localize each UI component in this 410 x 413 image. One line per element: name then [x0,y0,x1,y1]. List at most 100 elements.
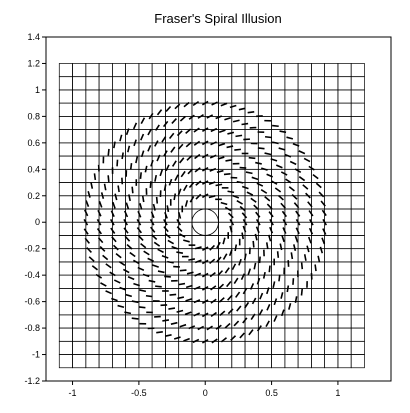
pattern-cell [337,155,352,170]
spiral-dash [218,297,225,303]
spiral-dash [295,210,301,217]
spiral-dash [256,182,264,187]
spiral-dash [234,148,241,151]
pattern-cell [324,274,339,289]
pattern-cell [324,63,339,78]
spiral-dash [201,338,209,344]
pattern-cell [337,248,352,263]
spiral-dash [123,210,129,218]
pattern-cell [72,129,87,144]
spiral-dash [300,262,304,270]
spiral-dash [96,228,103,235]
spiral-dash [290,252,294,260]
pattern-cell [311,248,326,263]
spiral-dash [308,227,314,235]
spiral-dash [232,194,240,199]
pattern-cell [337,195,352,210]
spiral-dash [227,294,233,301]
pattern-cell [297,182,312,197]
spiral-dash [184,311,192,316]
spiral-dash [238,258,242,266]
spiral-dash [280,202,286,209]
pattern-cell [311,235,326,250]
pattern-cell [85,340,100,355]
spiral-dash [168,132,175,139]
pattern-cell [337,116,352,130]
spiral-dash [306,245,310,253]
spiral-dash [226,145,234,149]
concentric-circles [83,100,328,344]
pattern-cell [311,354,326,369]
spiral-dash [159,169,164,177]
pattern-cell [244,314,259,329]
spiral-dash [128,194,131,202]
spiral-dash [150,211,155,219]
spiral-dash [246,191,254,196]
pattern-cell [218,354,233,369]
pattern-cell [85,182,100,197]
pattern-cell [311,261,326,276]
x-tick-label: 0 [203,388,208,398]
spiral-dash [183,239,190,243]
pattern-cell [324,288,339,302]
pattern-cell [337,208,352,223]
pattern-cell [58,301,73,316]
spiral-dash [113,141,116,149]
spiral-dash [138,306,146,309]
spiral-dash [187,168,194,175]
pattern-cell [324,89,339,104]
spiral-dash [133,282,140,287]
pattern-cell [85,288,100,302]
pattern-cell [271,288,286,302]
spiral-dash [193,312,201,317]
spiral-dash [148,112,154,120]
pattern-cell [58,89,73,104]
spiral-dash [224,116,231,121]
spiral-dash [178,233,186,238]
spiral-dash [121,152,124,160]
pattern-cell [257,63,272,78]
spiral-dash [224,267,230,274]
spiral-dash [247,268,252,276]
pattern-cell [244,168,259,183]
pattern-cell [58,327,73,342]
spiral-dash [260,167,268,171]
spiral-dash [295,218,301,226]
spiral-dash [173,193,177,201]
pattern-cell [98,142,113,157]
spiral-dash [132,122,138,130]
spiral-dash [91,265,99,271]
spiral-dash [208,195,216,199]
spiral-dash [112,244,119,251]
pattern-cell [178,89,193,104]
spiral-dash [206,325,213,331]
pattern-cell [98,63,113,78]
pattern-cell [72,142,87,157]
spiral-dash [303,254,307,261]
pattern-cell [98,354,113,369]
pattern-cell [125,235,140,250]
spiral-dash [171,160,177,167]
spiral-dash [291,194,298,200]
spiral-dash [211,101,218,106]
pattern-cell [138,314,153,329]
spiral-dash [123,227,129,234]
spiral-dash [220,102,228,107]
pattern-cell [231,340,246,355]
spiral-dash [284,153,292,158]
spiral-dash [242,218,248,226]
pattern-cell [350,129,365,144]
spiral-dash [217,270,224,276]
spiral-dash [143,250,150,256]
pattern-cell [98,155,113,170]
x-tick-label: -0.5 [131,388,147,398]
spiral-dash [193,127,200,133]
spiral-dash [176,130,183,137]
spiral-dash [256,325,262,332]
pattern-cell [324,129,339,144]
spiral-dash [220,337,227,343]
spiral-dash [201,100,209,106]
pattern-cell [231,89,246,104]
pattern-cell [165,354,180,369]
x-tick-label: 0.5 [265,388,278,398]
